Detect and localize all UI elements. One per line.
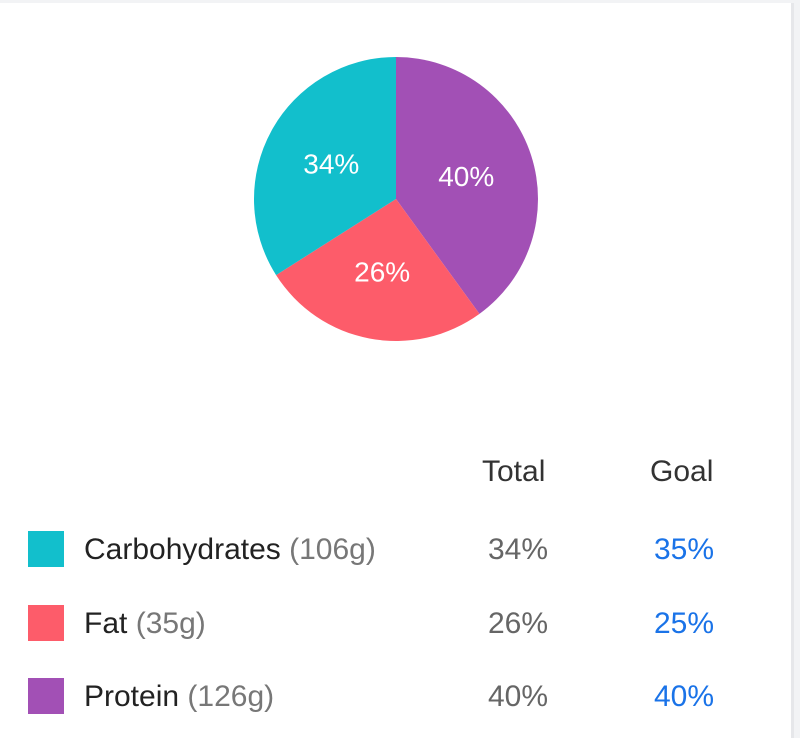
total-column-header: Total — [482, 455, 546, 488]
row-label: Carbohydrates (106g) — [84, 533, 376, 567]
nutrient-name: Protein — [84, 680, 180, 713]
pie-slice-carbohydrates — [254, 57, 396, 276]
protein-color-swatch — [28, 678, 64, 714]
pie-label-carbohydrates: 34% — [303, 148, 359, 179]
table-row-protein: Protein (126g) 40% 40% — [0, 678, 794, 718]
nutrient-name: Fat — [84, 607, 128, 640]
pie-slice-fat — [276, 199, 480, 341]
fat-color-swatch — [28, 605, 64, 641]
macros-card: 40% 26% 34% Total Goal Carbohydrates (106g… — [0, 3, 794, 738]
table-row-carbohydrates: Carbohydrates (106g) 34% 35% — [0, 531, 794, 571]
total-percent: 26% — [488, 607, 549, 640]
row-label: Protein (126g) — [84, 680, 274, 714]
carbohydrates-color-swatch — [28, 531, 64, 567]
macros-pie-chart: 40% 26% 34% — [0, 3, 794, 403]
nutrient-grams: (106g) — [289, 533, 376, 566]
nutrient-name: Carbohydrates — [84, 533, 281, 566]
table-header: Total Goal — [0, 455, 794, 495]
nutrient-grams: (126g) — [187, 680, 275, 713]
table-row-fat: Fat (35g) 26% 25% — [0, 605, 794, 645]
pie-chart-svg: 40% 26% 34% — [254, 57, 538, 341]
goal-percent[interactable]: 25% — [654, 607, 715, 640]
pie-slice-protein — [396, 57, 538, 314]
goal-percent[interactable]: 35% — [654, 533, 715, 566]
row-label: Fat (35g) — [84, 607, 206, 641]
goal-percent[interactable]: 40% — [654, 680, 715, 713]
goal-column-header: Goal — [650, 455, 714, 488]
total-percent: 34% — [488, 533, 549, 566]
pie-label-protein: 40% — [438, 161, 494, 192]
total-percent: 40% — [488, 680, 549, 713]
nutrient-grams: (35g) — [135, 607, 206, 640]
pie-label-fat: 26% — [354, 257, 410, 288]
